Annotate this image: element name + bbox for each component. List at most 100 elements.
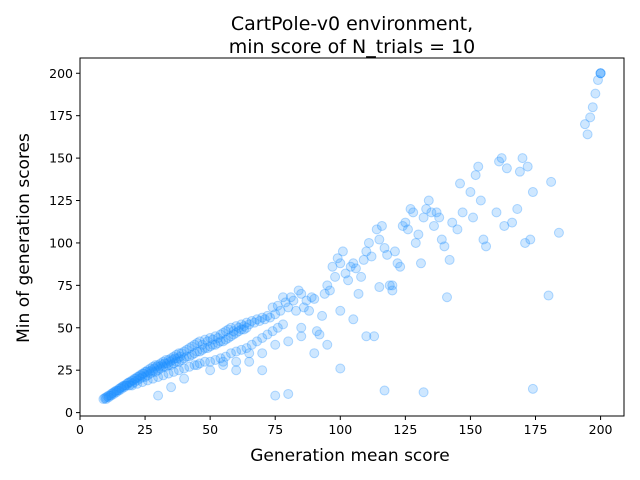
data-point xyxy=(147,366,158,377)
data-point xyxy=(348,258,359,269)
data-point xyxy=(215,329,226,340)
x-tick-label: 125 xyxy=(393,422,417,437)
data-point xyxy=(434,212,445,223)
data-point xyxy=(418,212,429,223)
data-point xyxy=(145,363,156,374)
data-point xyxy=(397,220,408,231)
data-point xyxy=(114,385,125,396)
y-tick-label: 125 xyxy=(49,193,73,208)
data-point xyxy=(147,361,158,372)
data-point xyxy=(101,392,112,403)
data-point xyxy=(163,355,174,366)
data-point xyxy=(184,361,195,372)
data-point xyxy=(262,310,273,321)
data-point xyxy=(241,343,252,354)
data-point xyxy=(231,321,242,332)
data-point xyxy=(236,344,247,355)
x-tick-label: 25 xyxy=(137,422,153,437)
chart-title-line-1: CartPole-v0 environment, xyxy=(231,13,473,35)
data-point xyxy=(129,377,140,388)
data-point xyxy=(127,380,138,391)
data-point xyxy=(166,353,177,364)
data-point xyxy=(132,378,143,389)
data-point xyxy=(140,371,151,382)
data-point xyxy=(181,344,192,355)
data-point xyxy=(137,377,148,388)
data-point xyxy=(223,324,234,335)
data-point xyxy=(275,305,286,316)
data-point xyxy=(192,346,203,357)
data-point xyxy=(218,360,229,371)
data-point xyxy=(337,246,348,257)
data-point xyxy=(150,366,161,377)
data-point xyxy=(111,387,122,398)
data-point xyxy=(348,314,359,325)
data-point xyxy=(158,370,169,381)
data-point xyxy=(470,170,481,181)
data-point xyxy=(590,88,601,99)
data-point xyxy=(120,380,131,391)
data-point xyxy=(587,102,598,113)
data-point xyxy=(259,314,270,325)
data-point xyxy=(270,339,281,350)
data-point xyxy=(153,390,164,401)
data-point xyxy=(163,368,174,379)
data-point xyxy=(431,207,442,218)
data-point xyxy=(179,353,190,364)
data-point xyxy=(241,322,252,333)
data-point xyxy=(244,348,255,359)
data-point xyxy=(376,220,387,231)
data-point xyxy=(322,339,333,350)
data-point xyxy=(142,365,153,376)
data-point xyxy=(215,353,226,364)
data-point xyxy=(154,361,165,372)
data-point xyxy=(130,373,141,384)
data-point xyxy=(220,326,231,337)
y-tick-label: 25 xyxy=(57,363,73,378)
data-point xyxy=(103,392,114,403)
data-point xyxy=(136,370,147,381)
data-point xyxy=(280,297,291,308)
data-point xyxy=(413,229,424,240)
data-point xyxy=(115,383,126,393)
data-point xyxy=(395,261,406,272)
data-point xyxy=(138,368,149,379)
data-point xyxy=(167,355,178,366)
data-point xyxy=(231,365,242,376)
data-point xyxy=(379,385,390,396)
data-point xyxy=(108,388,119,399)
data-point xyxy=(444,254,455,265)
data-point xyxy=(595,68,606,79)
y-tick-label: 150 xyxy=(49,151,73,166)
data-point xyxy=(233,322,244,333)
data-point xyxy=(512,204,523,214)
data-point xyxy=(106,388,117,399)
data-point xyxy=(439,241,450,252)
data-point xyxy=(104,390,115,401)
data-point xyxy=(322,280,333,291)
data-point xyxy=(257,332,268,343)
data-point xyxy=(236,324,247,335)
data-point xyxy=(192,360,203,371)
data-point xyxy=(421,204,432,214)
data-point xyxy=(296,288,307,299)
data-point xyxy=(400,217,411,228)
data-point xyxy=(306,292,317,303)
data-point xyxy=(202,343,213,354)
data-point xyxy=(127,378,138,389)
data-point xyxy=(546,176,557,187)
data-point xyxy=(160,361,171,372)
data-point xyxy=(153,360,164,371)
data-point xyxy=(102,391,113,402)
data-point xyxy=(272,300,283,311)
data-point xyxy=(335,305,346,316)
data-point xyxy=(132,375,143,386)
data-point xyxy=(153,371,164,382)
data-point xyxy=(116,383,127,394)
data-point xyxy=(283,302,294,313)
data-point xyxy=(278,292,289,303)
data-point xyxy=(244,319,255,330)
data-point xyxy=(231,346,242,357)
data-point xyxy=(520,237,531,248)
data-point xyxy=(199,343,210,354)
